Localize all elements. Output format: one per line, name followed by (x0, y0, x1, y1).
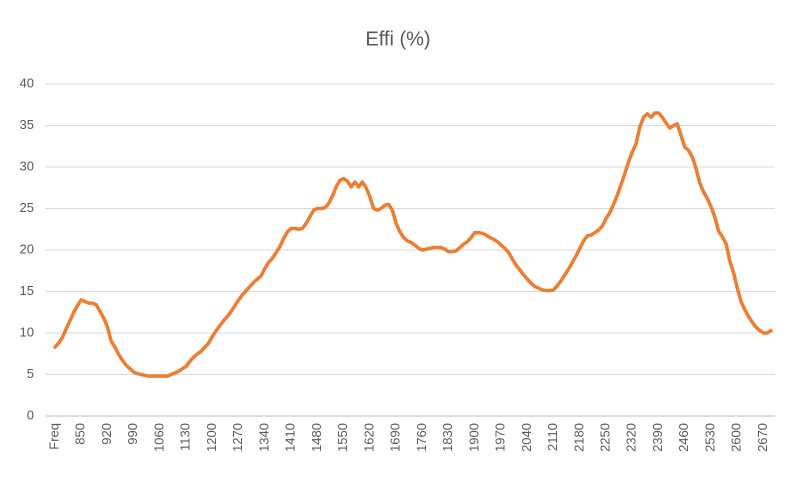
data-line (53, 111, 773, 378)
x-tick-label: 1690 (388, 423, 403, 452)
x-tick-label: Freq (46, 423, 61, 450)
x-tick-label: 2040 (519, 423, 534, 452)
x-tick-label: 1760 (414, 423, 429, 452)
x-tick-label: 2670 (755, 423, 770, 452)
y-tick-label: 30 (20, 158, 34, 173)
x-tick-label: 2250 (597, 423, 612, 452)
x-tick-label: 1130 (178, 423, 193, 451)
x-tick-label: 2180 (571, 423, 586, 452)
x-tick-label: 1060 (151, 423, 166, 452)
y-tick-label: 10 (20, 324, 34, 339)
y-tick-label: 40 (20, 75, 34, 90)
x-tick-label: 1550 (335, 423, 350, 452)
x-tick-label: 1900 (466, 423, 481, 452)
x-tick-label: 920 (99, 423, 114, 445)
x-tick-label: 990 (125, 423, 140, 445)
x-tick-label: 2460 (676, 423, 691, 452)
y-tick-label: 20 (20, 241, 34, 256)
x-tick-label: 2320 (624, 423, 639, 452)
y-tick-label: 5 (27, 366, 34, 381)
x-tick-label: 1410 (283, 423, 298, 452)
x-tick-label: 1270 (230, 423, 245, 452)
x-tick-label: 1200 (204, 423, 219, 452)
x-tick-label: 2110 (545, 423, 560, 451)
x-tick-label: 2390 (650, 423, 665, 452)
x-tick-label: 1970 (493, 423, 508, 452)
x-tick-label: 2600 (729, 423, 744, 452)
y-tick-label: 25 (20, 200, 34, 215)
x-tick-label: 1830 (440, 423, 455, 452)
y-tick-label: 0 (27, 407, 34, 422)
x-tick-label: 1340 (256, 423, 271, 452)
x-tick-label: 850 (73, 423, 88, 445)
y-tick-label: 35 (20, 117, 34, 132)
y-tick-label: 15 (20, 283, 34, 298)
x-tick-label: 1620 (361, 423, 376, 452)
x-tick-label: 1480 (309, 423, 324, 452)
chart-title: Effi (%) (365, 28, 430, 50)
x-tick-label: 2530 (702, 423, 717, 452)
